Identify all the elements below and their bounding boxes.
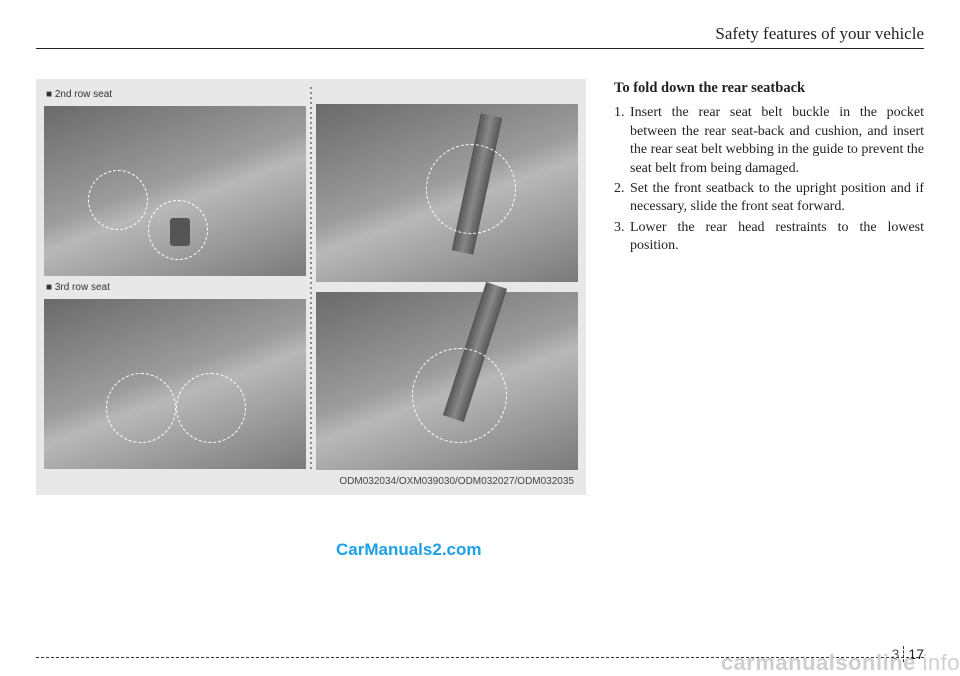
instruction-step: 2. Set the front seatback to the upright…: [614, 180, 924, 217]
step-text: Lower the rear head restraints to the lo…: [630, 219, 924, 256]
fig-belt-guide-bottom: [316, 292, 578, 470]
callout-circle: [88, 170, 148, 230]
fig-belt-guide-top: [316, 104, 578, 282]
instruction-column: To fold down the rear seatback 1. Insert…: [614, 79, 924, 495]
callout-circle: [176, 373, 246, 443]
step-text: Insert the rear seat belt buckle in the …: [630, 104, 924, 178]
instruction-heading: To fold down the rear seatback: [614, 79, 924, 98]
header-rule: [36, 48, 924, 49]
content-row: ■ 2nd row seat ■ 3rd row seat: [36, 79, 924, 495]
step-number: 3.: [614, 219, 630, 256]
callout-circle: [426, 144, 516, 234]
buckle-shape: [170, 218, 190, 246]
fig-label-3rd-row: ■ 3rd row seat: [46, 282, 306, 293]
step-text: Set the front seatback to the upright po…: [630, 180, 924, 217]
instruction-step: 1. Insert the rear seat belt buckle in t…: [614, 104, 924, 178]
watermark-carmanuals2: CarManuals2.com: [336, 540, 482, 560]
watermark-bottom-b: info: [923, 650, 960, 675]
callout-circle: [412, 348, 507, 443]
instruction-step: 3. Lower the rear head restraints to the…: [614, 219, 924, 256]
watermark-bottom-a: carmanualsonline: [721, 650, 916, 675]
figure-caption: ODM032034/OXM039030/ODM032027/ODM032035: [44, 476, 578, 487]
step-number: 2.: [614, 180, 630, 217]
fig-3rd-row-seat: [44, 299, 306, 469]
fig-label-2nd-row: ■ 2nd row seat: [46, 89, 306, 100]
watermark-bottom: carmanualsonline info: [721, 650, 960, 676]
callout-circle: [106, 373, 176, 443]
figure-divider: [310, 87, 312, 470]
fig-2nd-row-seat: [44, 106, 306, 276]
step-number: 1.: [614, 104, 630, 178]
figure-block: ■ 2nd row seat ■ 3rd row seat: [36, 79, 586, 495]
chapter-title: Safety features of your vehicle: [36, 24, 924, 44]
